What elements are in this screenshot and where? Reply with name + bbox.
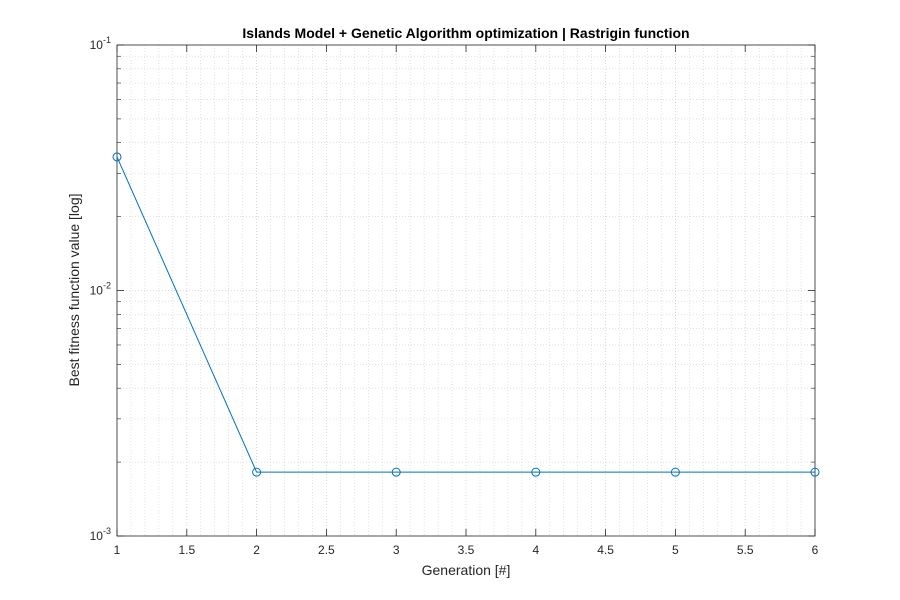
y-axis-label: Best fitness function value [log] — [66, 194, 82, 387]
plot-area — [112, 44, 820, 537]
data-point-marker — [112, 152, 122, 162]
x-tick-label: 4 — [532, 543, 539, 557]
y-tick-label-exponent: -3 — [103, 526, 111, 536]
x-tick-label: 5 — [672, 543, 679, 557]
x-tick-label: 1 — [114, 543, 121, 557]
x-tick-label: 2.5 — [318, 543, 335, 557]
x-tick-label: 6 — [812, 543, 819, 557]
y-tick-label-base: 10 — [90, 38, 104, 52]
y-tick-label-base: 10 — [90, 529, 104, 543]
series-line — [116, 156, 815, 473]
data-point-marker — [810, 467, 820, 477]
y-tick-label: 10-1 — [90, 35, 111, 52]
chart-title: Islands Model + Genetic Algorithm optimi… — [242, 25, 689, 41]
series-layer — [112, 152, 820, 477]
x-tick-label: 3.5 — [458, 543, 475, 557]
x-tick-label: 3 — [393, 543, 400, 557]
data-point-marker — [670, 467, 680, 477]
data-point-marker — [531, 467, 541, 477]
y-tick-label: 10-3 — [90, 526, 111, 543]
x-tick-label: 5.5 — [737, 543, 754, 557]
y-tick-label-exponent: -1 — [103, 35, 111, 45]
y-tick-labels: 10-310-210-1 — [90, 35, 111, 543]
y-tick-label: 10-2 — [90, 281, 111, 298]
y-tick-label-base: 10 — [90, 284, 104, 298]
x-tick-label: 1.5 — [178, 543, 195, 557]
x-axis-label: Generation [#] — [422, 562, 511, 578]
y-tick-label-exponent: -2 — [103, 281, 111, 291]
x-tick-labels: 1 1.5 2 2.5 3 3.5 4 4.5 5 5.5 6 — [114, 543, 819, 557]
x-tick-label: 2 — [253, 543, 260, 557]
x-tick-label: 4.5 — [597, 543, 614, 557]
tick-marks — [116, 44, 816, 537]
data-point-marker — [252, 467, 262, 477]
data-point-marker — [391, 467, 401, 477]
